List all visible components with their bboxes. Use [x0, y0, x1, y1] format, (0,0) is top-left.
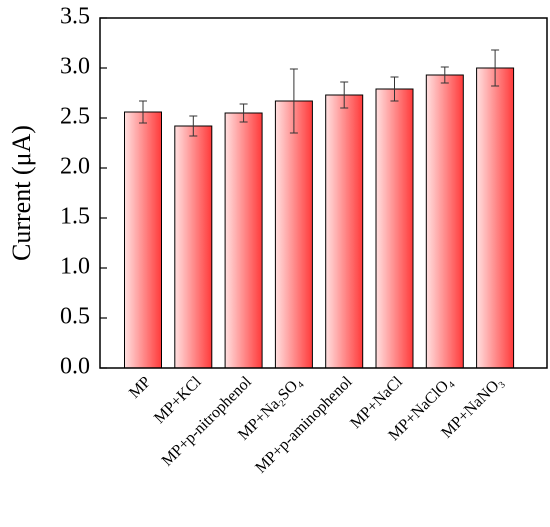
bar	[375, 88, 414, 369]
x-tick-label: MP	[126, 373, 154, 401]
error-bar	[390, 76, 399, 102]
y-axis-label: Current (μA)	[7, 125, 36, 261]
plot-frame	[99, 17, 548, 369]
error-bar	[139, 100, 147, 124]
bar	[325, 94, 364, 369]
error-bar	[189, 115, 198, 137]
y-tick-label: 3.5	[60, 4, 90, 30]
y-tick-label: 1.5	[60, 204, 90, 230]
y-tick-label: 2.0	[60, 154, 90, 180]
y-tick-label: 0.0	[60, 354, 90, 380]
bar	[224, 112, 263, 369]
bar	[425, 74, 464, 369]
y-tick-label: 2.5	[60, 104, 90, 130]
error-bar	[440, 66, 449, 84]
bar	[174, 125, 213, 369]
y-tick-label: 1.0	[60, 254, 90, 280]
error-bar	[340, 81, 349, 109]
error-bar	[491, 49, 500, 87]
bar	[124, 111, 162, 369]
y-tick-label: 3.0	[60, 54, 90, 80]
x-tick-label: MP+p-nitrophenol	[159, 373, 256, 470]
x-tick-label: MP+p-aminophenol	[252, 373, 356, 477]
bar	[274, 100, 313, 369]
error-bar	[239, 103, 248, 123]
y-tick-label: 0.5	[60, 304, 90, 330]
error-bar	[289, 68, 298, 134]
bar	[476, 67, 515, 369]
